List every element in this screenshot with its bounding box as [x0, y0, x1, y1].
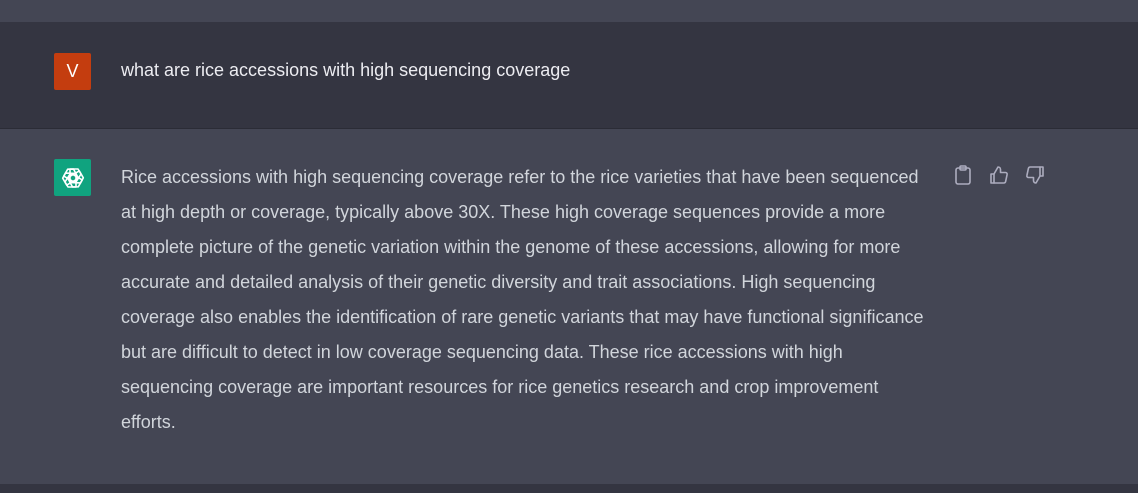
openai-logo-icon — [61, 167, 84, 188]
message-actions — [952, 164, 1046, 186]
user-message: V what are rice accessions with high seq… — [0, 22, 1138, 129]
user-avatar: V — [54, 53, 91, 90]
assistant-message-text: Rice accessions with high sequencing cov… — [121, 167, 924, 432]
top-strip — [0, 0, 1138, 26]
copy-button[interactable] — [952, 164, 974, 186]
user-message-text: what are rice accessions with high seque… — [121, 60, 571, 80]
thumbs-up-button[interactable] — [988, 164, 1010, 186]
bottom-strip — [0, 484, 1138, 493]
assistant-message: Rice accessions with high sequencing cov… — [0, 129, 1138, 484]
clipboard-icon — [955, 165, 971, 185]
assistant-avatar — [54, 159, 91, 196]
thumbs-down-icon — [1026, 166, 1044, 184]
thumbs-up-icon — [990, 166, 1008, 184]
thumbs-down-button[interactable] — [1024, 164, 1046, 186]
